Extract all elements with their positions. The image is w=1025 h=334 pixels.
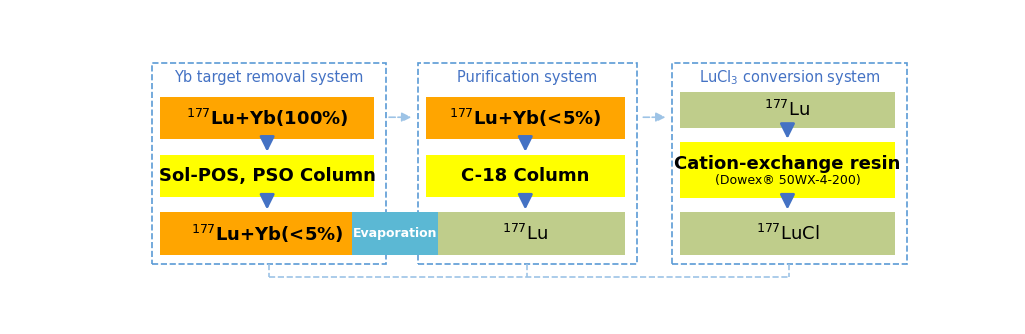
FancyBboxPatch shape (672, 63, 906, 264)
FancyBboxPatch shape (160, 97, 374, 139)
Text: LuCl$_3$ conversion system: LuCl$_3$ conversion system (699, 68, 880, 87)
Text: $^{177}$Lu: $^{177}$Lu (502, 223, 548, 244)
FancyBboxPatch shape (426, 97, 624, 139)
Text: (Dowex® 50WX-4-200): (Dowex® 50WX-4-200) (714, 174, 860, 187)
FancyBboxPatch shape (426, 155, 624, 197)
FancyBboxPatch shape (681, 142, 895, 198)
FancyBboxPatch shape (152, 63, 386, 264)
Text: Evaporation: Evaporation (353, 227, 438, 240)
Text: $^{177}$Lu+Yb(100%): $^{177}$Lu+Yb(100%) (186, 107, 348, 129)
FancyBboxPatch shape (160, 155, 374, 197)
FancyBboxPatch shape (160, 212, 374, 255)
Text: C-18 Column: C-18 Column (461, 167, 589, 185)
FancyBboxPatch shape (353, 212, 438, 255)
Text: $^{177}$Lu+Yb(<5%): $^{177}$Lu+Yb(<5%) (449, 107, 602, 129)
FancyBboxPatch shape (426, 212, 624, 255)
FancyBboxPatch shape (681, 92, 895, 128)
Text: Sol-POS, PSO Column: Sol-POS, PSO Column (159, 167, 375, 185)
FancyBboxPatch shape (418, 63, 637, 264)
Text: Cation-exchange resin: Cation-exchange resin (674, 155, 901, 173)
Text: Purification system: Purification system (457, 70, 598, 85)
Text: $^{177}$Lu: $^{177}$Lu (765, 100, 811, 120)
Text: $^{177}$Lu+Yb(<5%): $^{177}$Lu+Yb(<5%) (191, 222, 343, 245)
Text: Yb target removal system: Yb target removal system (174, 70, 364, 85)
Text: $^{177}$LuCl: $^{177}$LuCl (755, 223, 819, 244)
FancyBboxPatch shape (681, 212, 895, 255)
